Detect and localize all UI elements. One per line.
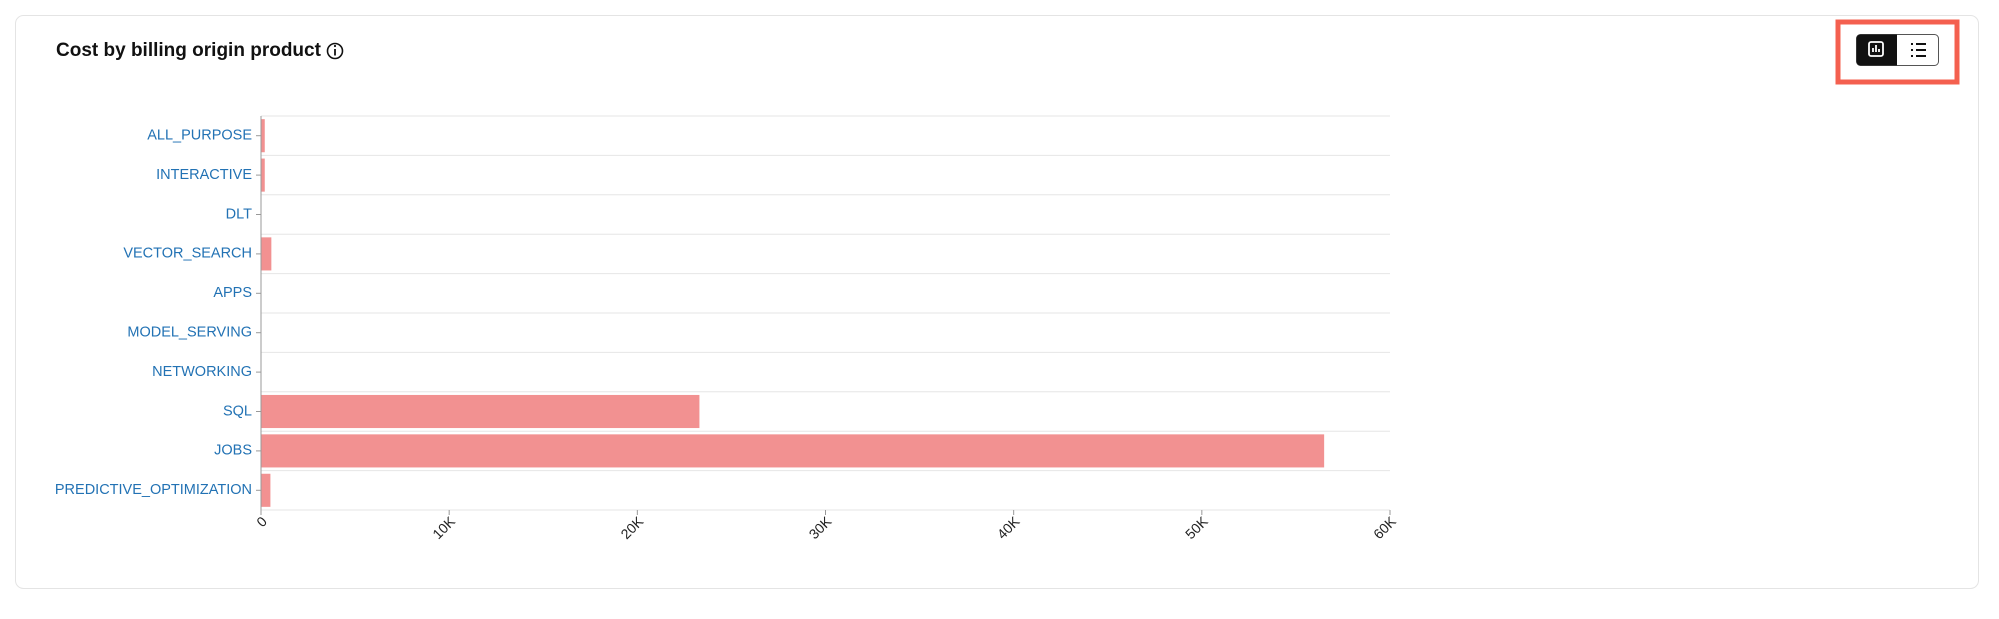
- y-tick-label: APPS: [213, 285, 252, 301]
- y-tick-label: MODEL_SERVING: [127, 325, 252, 341]
- y-tick-label: INTERACTIVE: [156, 167, 252, 183]
- list-view-toggle[interactable]: [1911, 43, 1926, 57]
- y-tick-label: SQL: [223, 403, 252, 419]
- bar: [261, 434, 1325, 468]
- y-tick-label: VECTOR_SEARCH: [123, 246, 252, 262]
- bar: [261, 473, 271, 507]
- y-tick-label: ALL_PURPOSE: [147, 128, 252, 144]
- card: [15, 15, 1979, 589]
- y-tick-label: JOBS: [214, 443, 252, 459]
- y-tick-label: NETWORKING: [152, 364, 252, 380]
- bar: [261, 237, 272, 271]
- chart-view-toggle[interactable]: [1856, 34, 1939, 66]
- chart-title: Cost by billing origin product: [56, 40, 322, 61]
- bar: [261, 119, 265, 153]
- bar: [261, 158, 265, 192]
- bar: [261, 394, 700, 429]
- y-tick-label: DLT: [226, 206, 252, 222]
- highlight-box: [1835, 19, 1960, 85]
- info-icon[interactable]: [326, 42, 344, 60]
- y-tick-label: PREDICTIVE_OPTIMIZATION: [55, 482, 252, 498]
